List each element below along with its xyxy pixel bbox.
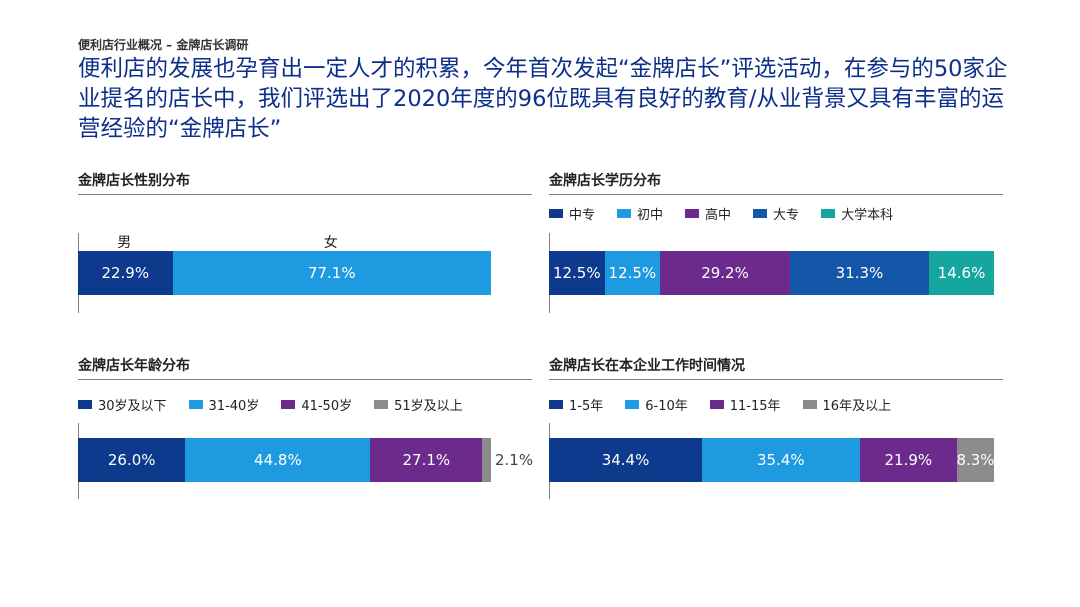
bar-segment: 29.2%: [660, 251, 790, 295]
legend-label: 41-50岁: [301, 399, 353, 414]
bar-segment: 31.3%: [789, 251, 930, 295]
stacked-bar: 26.0% 44.8% 27.1% 2.1%: [78, 438, 533, 482]
stacked-bar: 12.5% 12.5% 29.2% 31.3% 14.6%: [549, 251, 994, 295]
legend-label: 30岁及以下: [98, 399, 167, 414]
data-label: 2.1%: [494, 451, 534, 469]
stacked-bar: 34.4% 35.4% 21.9% 8.3%: [549, 438, 995, 482]
data-label: 21.9%: [884, 451, 933, 469]
legend-item: 51岁及以上: [374, 395, 463, 414]
category-label: 女: [323, 235, 338, 251]
legend-label: 51岁及以上: [394, 399, 463, 414]
chart-legend: 1-5年 6-10年 11-15年 16年及以上: [549, 395, 913, 414]
legend-item: 1-5年: [549, 395, 603, 414]
bar-segment: 77.1%: [172, 251, 491, 295]
legend-swatch: [802, 400, 817, 409]
data-label: 44.8%: [254, 451, 302, 469]
legend-swatch: [685, 209, 700, 218]
legend-swatch: [821, 209, 836, 218]
chart-title: 金牌店长年龄分布: [78, 358, 190, 374]
legend-label: 大专: [773, 208, 800, 223]
data-label: 29.2%: [701, 264, 749, 282]
age-chart-panel: 金牌店长年龄分布 30岁及以下 31-40岁 41-50岁 51岁及以上 26.0% 4…: [78, 355, 533, 505]
legend-item: 30岁及以下: [78, 395, 167, 414]
legend-item: 41-50岁: [281, 395, 352, 414]
data-label: 31.3%: [835, 264, 884, 282]
tenure-chart-panel: 金牌店长在本企业工作时间情况 1-5年 6-10年 11-15年 16年及以上 34.…: [549, 355, 1003, 505]
bar-segment: 21.9%: [859, 438, 958, 482]
data-label: 34.4%: [601, 451, 650, 469]
legend-swatch: [549, 400, 563, 409]
education-chart-panel: 金牌店长学历分布 中专 初中 高中 大专 大学本科 12.5% 12.5% 29.2% 31.…: [549, 170, 1003, 320]
chart-title: 金牌店长在本企业工作时间情况: [549, 358, 745, 374]
title-rule: [78, 194, 532, 195]
data-label: 26.0%: [107, 451, 156, 469]
bar-segment: 34.4%: [549, 438, 703, 482]
data-label: 8.3%: [956, 451, 995, 469]
legend-label: 1-5年: [569, 399, 604, 414]
bar-segment: 35.4%: [702, 438, 860, 482]
legend-swatch: [374, 400, 389, 409]
bar-segment: 44.8%: [185, 438, 371, 482]
gender-chart-panel: 金牌店长性别分布 男女 22.9% 77.1%: [78, 170, 532, 320]
bar-segment: 14.6%: [929, 251, 994, 295]
legend-item: 大专: [753, 204, 799, 223]
legend-item: 大学本科: [821, 204, 893, 223]
category-label: 男: [117, 235, 132, 251]
legend-swatch: [625, 400, 640, 409]
chart-legend: 30岁及以下 31-40岁 41-50岁 51岁及以上: [78, 395, 485, 414]
legend-swatch: [709, 400, 724, 409]
legend-swatch: [78, 400, 92, 409]
chart-title: 金牌店长学历分布: [549, 173, 661, 189]
legend-swatch: [753, 209, 768, 218]
legend-swatch: [617, 209, 632, 218]
legend-swatch: [188, 400, 203, 409]
legend-swatch: [549, 209, 563, 218]
data-label: 12.5%: [608, 264, 657, 282]
legend-item: 中专: [549, 204, 595, 223]
data-label: 35.4%: [757, 451, 805, 469]
legend-item: 6-10年: [625, 395, 688, 414]
legend-label: 高中: [705, 208, 732, 223]
legend-item: 初中: [617, 204, 663, 223]
bar-segment: 22.9%: [78, 251, 173, 295]
bar-segment: 12.5%: [549, 251, 605, 295]
bar-segment: 8.3%: [956, 438, 995, 482]
legend-label: 6-10年: [645, 399, 688, 414]
data-label: 14.6%: [937, 264, 986, 282]
legend-item: 高中: [685, 204, 731, 223]
section-kicker: 便利店行业概况 – 金牌店长调研: [78, 38, 249, 52]
stacked-bar: 22.9% 77.1%: [78, 251, 491, 295]
legend-label: 中专: [569, 208, 596, 223]
legend-item: 16年及以上: [802, 395, 892, 414]
bar-segment: 27.1%: [370, 438, 483, 482]
chart-title: 金牌店长性别分布: [78, 173, 190, 189]
data-label: 27.1%: [402, 451, 451, 469]
data-label: 12.5%: [552, 264, 601, 282]
data-label: 77.1%: [307, 264, 356, 282]
title-rule: [549, 379, 1003, 380]
bar-segment: 26.0%: [78, 438, 186, 482]
legend-item: 11-15年: [709, 395, 781, 414]
legend-label: 大学本科: [841, 208, 894, 223]
title-rule: [549, 194, 1003, 195]
legend-label: 初中: [637, 208, 664, 223]
category-labels: 男女: [78, 232, 491, 251]
legend-label: 31-40岁: [208, 399, 260, 414]
chart-legend: 中专 初中 高中 大专 大学本科: [549, 204, 915, 223]
legend-label: 11-15年: [729, 399, 781, 414]
page-headline: 便利店的发展也孕育出一定人才的积累，今年首次发起“金牌店长”评选活动，在参与的5…: [78, 56, 1008, 142]
legend-swatch: [281, 400, 296, 409]
bar-segment: 2.1%: [482, 438, 533, 482]
title-rule: [78, 379, 532, 380]
legend-label: 16年及以上: [822, 399, 892, 414]
data-label: 22.9%: [101, 264, 150, 282]
bar-segment: 12.5%: [604, 251, 661, 295]
legend-item: 31-40岁: [188, 395, 260, 414]
